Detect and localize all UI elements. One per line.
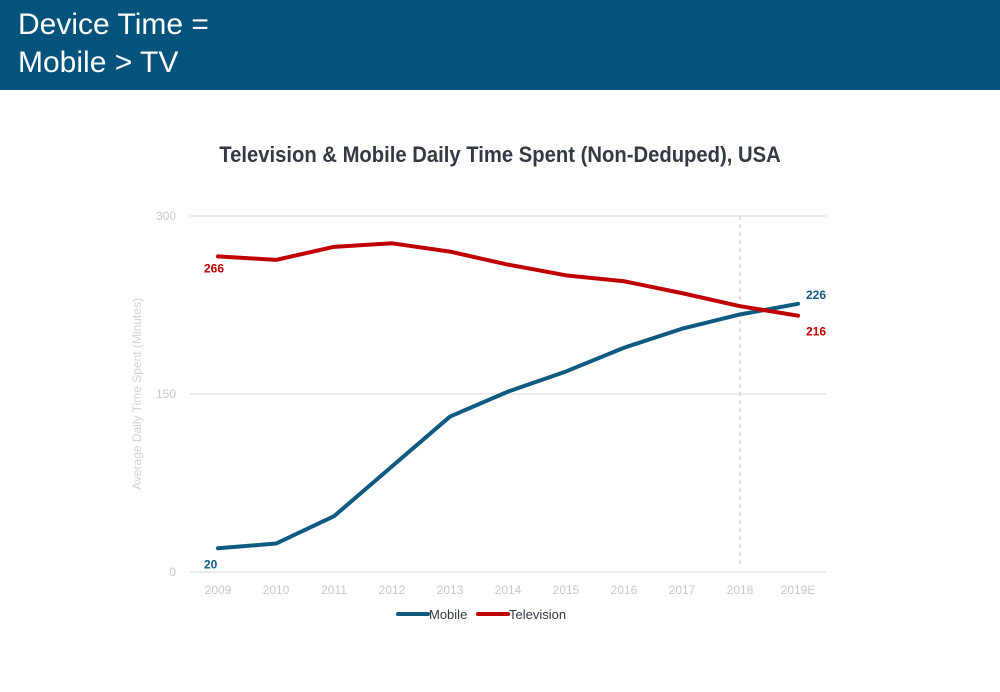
x-tick-label: 2013	[437, 583, 464, 597]
series-line-mobile	[216, 301, 800, 551]
y-tick-label: 300	[156, 209, 176, 223]
slide-title: Device Time = Mobile > TV	[18, 8, 209, 79]
x-axis-ticks: 2009 2010 2011 2012 2013 2014 2015 2016 2017 2018…	[205, 583, 816, 597]
legend-label-television: Television	[509, 607, 566, 622]
data-labels: 20 226 266 216	[204, 261, 826, 571]
x-tick-label: 2012	[379, 583, 406, 597]
y-axis-label: Average Daily Time Spent (Minutes)	[130, 298, 144, 490]
data-label-television: 266	[204, 261, 224, 275]
x-tick-label: 2016	[611, 583, 638, 597]
data-label-television: 216	[806, 325, 826, 339]
series-lines	[216, 241, 800, 551]
legend-label-mobile: Mobile	[429, 607, 467, 622]
y-axis-ticks: 0 150 300	[156, 209, 176, 579]
slide-header: Device Time = Mobile > TV	[0, 0, 1000, 90]
x-tick-label: 2010	[263, 583, 290, 597]
data-label-mobile: 20	[204, 557, 218, 571]
x-tick-label: 2009	[205, 583, 232, 597]
x-tick-label: 2014	[495, 583, 522, 597]
x-tick-label: 2011	[321, 583, 347, 597]
series-line-television	[216, 241, 800, 318]
x-tick-label: 2015	[553, 583, 580, 597]
data-label-mobile: 226	[806, 288, 826, 302]
y-tick-label: 150	[156, 387, 176, 401]
y-tick-label: 0	[169, 565, 176, 579]
chart-title: Television & Mobile Daily Time Spent (No…	[219, 142, 781, 167]
x-tick-label: 2019E	[781, 583, 816, 597]
legend: Mobile Television	[396, 607, 566, 622]
gridlines	[190, 215, 826, 573]
x-tick-label: 2017	[669, 583, 696, 597]
x-tick-label: 2018	[727, 583, 754, 597]
